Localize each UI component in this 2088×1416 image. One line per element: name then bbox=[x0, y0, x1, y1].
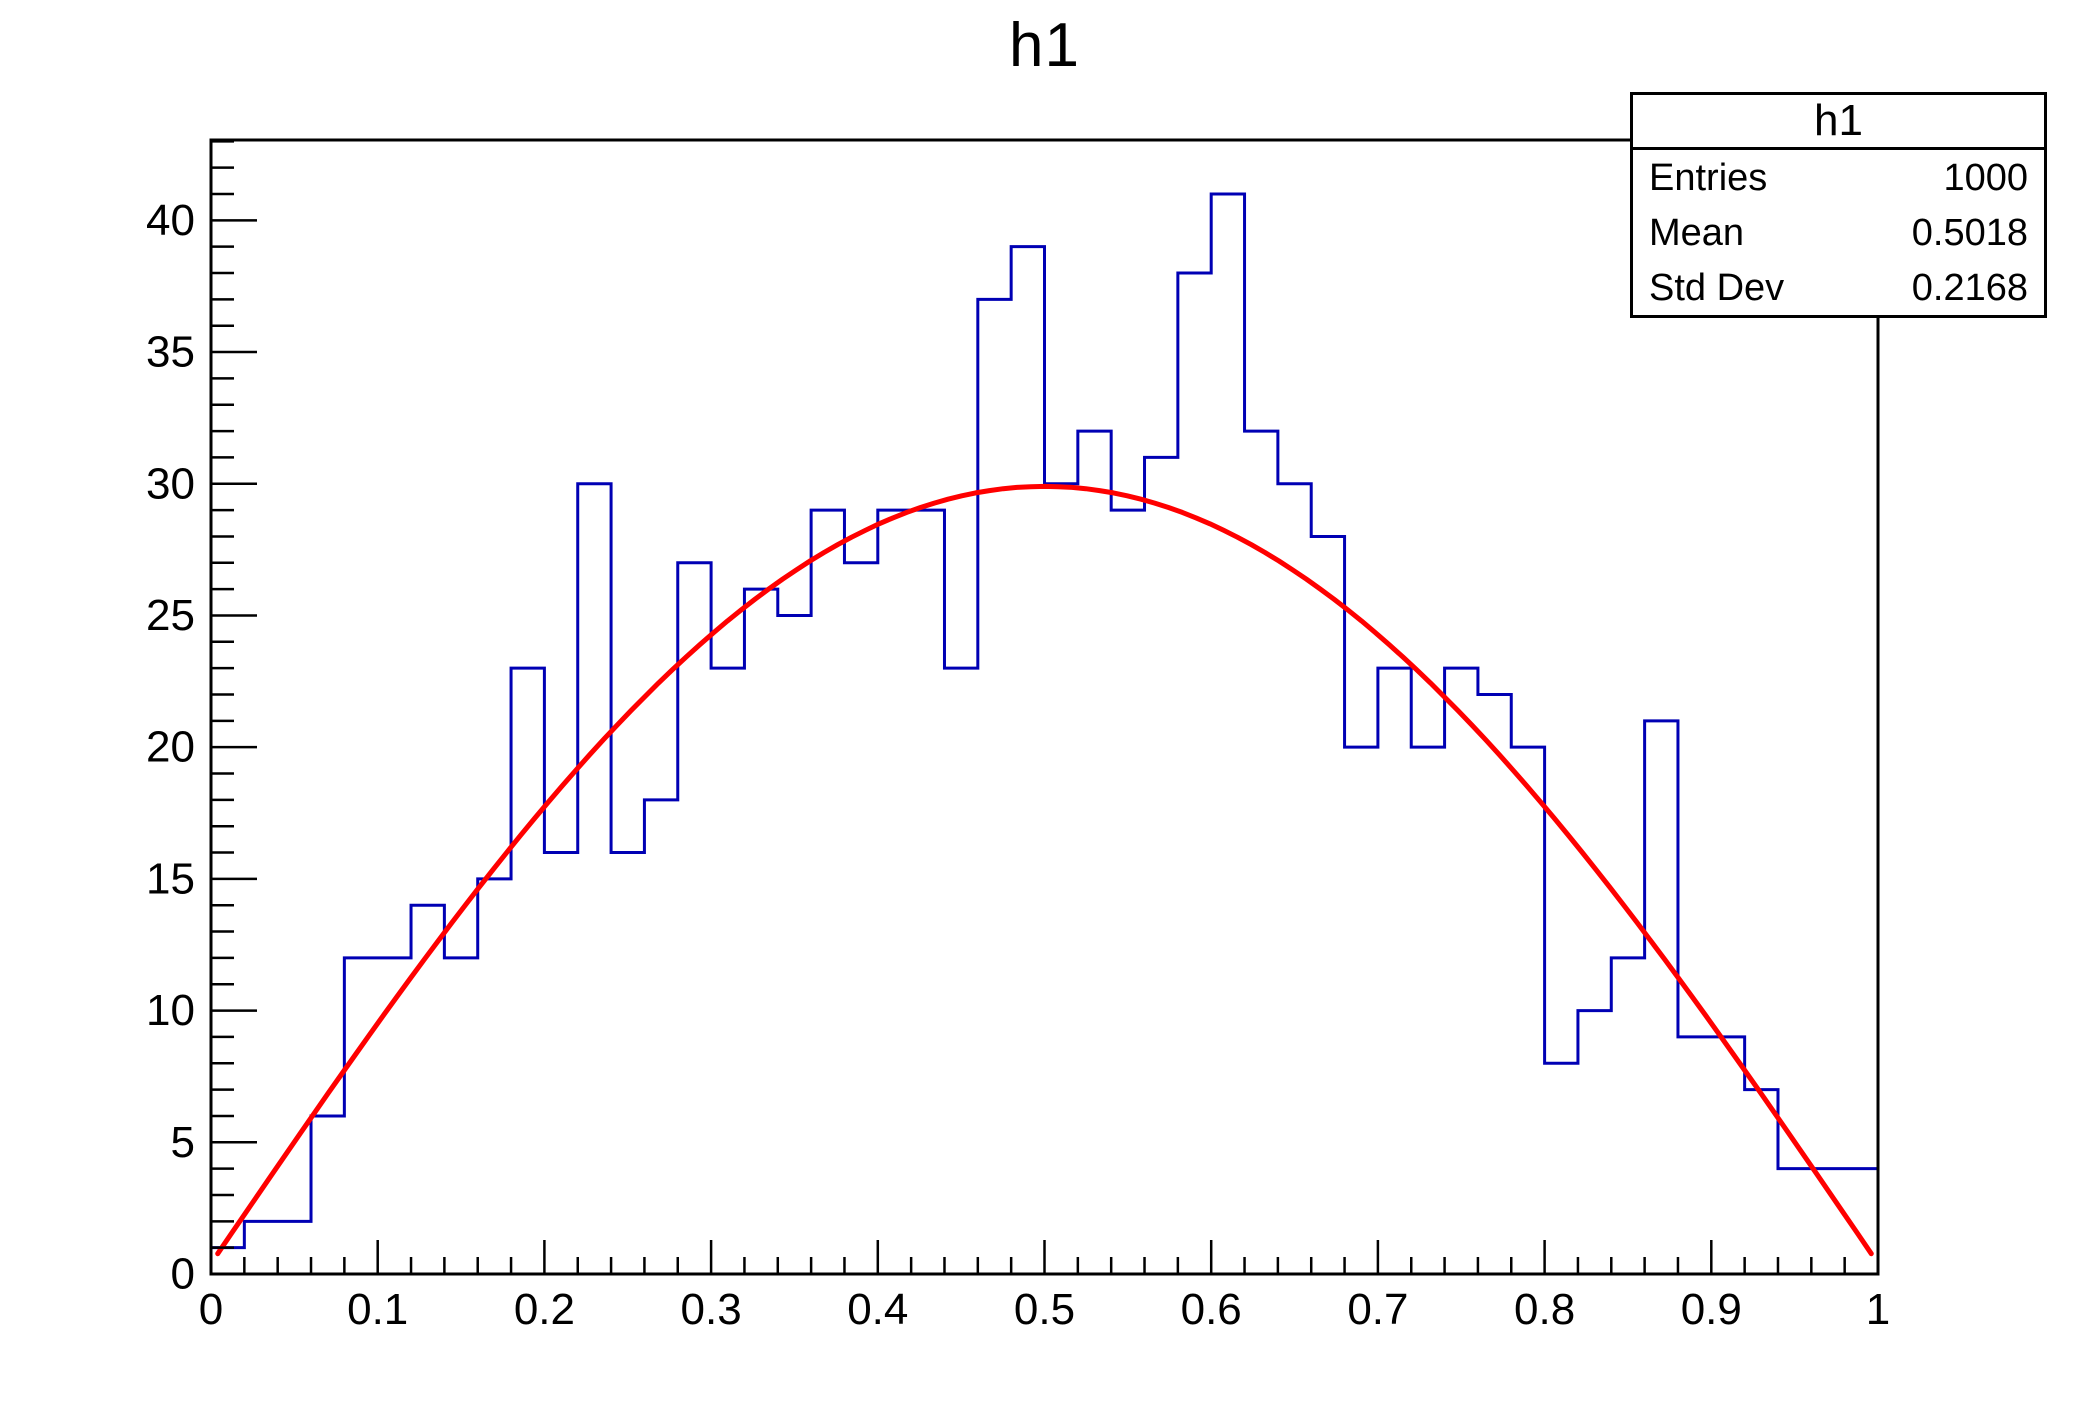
x-axis-tick-label: 1 bbox=[1866, 1285, 1890, 1334]
stats-box-title: h1 bbox=[1633, 95, 2044, 150]
x-axis-tick-label: 0.5 bbox=[1014, 1285, 1075, 1334]
stats-value: 0.5018 bbox=[1911, 211, 2028, 254]
stats-label: Std Dev bbox=[1649, 266, 1785, 309]
x-axis-tick-label: 0.9 bbox=[1681, 1285, 1742, 1334]
x-axis-labels: 0 0.1 0.2 0.3 0.4 0.5 0.6 0.7 0.8 0.9 1 bbox=[199, 1285, 1890, 1334]
stats-box: h1 Entries 1000 Mean 0.5018 Std Dev 0.21… bbox=[1630, 92, 2047, 318]
y-axis-tick-label: 30 bbox=[146, 459, 195, 508]
chart-title: h1 bbox=[1009, 11, 1080, 80]
x-axis-tick-label: 0.7 bbox=[1347, 1285, 1408, 1334]
x-axis-tick-label: 0.8 bbox=[1514, 1285, 1575, 1334]
y-axis-ticks bbox=[211, 140, 257, 1276]
x-axis-tick-label: 0.1 bbox=[347, 1285, 408, 1334]
stats-value: 1000 bbox=[1943, 156, 2028, 199]
y-axis-labels: 0 5 10 15 20 25 30 35 40 bbox=[146, 196, 195, 1299]
stats-box-rows: Entries 1000 Mean 0.5018 Std Dev 0.2168 bbox=[1633, 150, 2044, 315]
x-axis-tick-label: 0.4 bbox=[847, 1285, 908, 1334]
histogram-line bbox=[211, 192, 1880, 1274]
stats-row-mean: Mean 0.5018 bbox=[1649, 214, 2028, 252]
x-axis-tick-label: 0 bbox=[199, 1285, 223, 1334]
stats-label: Entries bbox=[1649, 156, 1768, 199]
plot-area: 0 0.1 0.2 0.3 0.4 0.5 0.6 0.7 0.8 0.9 1 0 5 10 15 20 25… bbox=[146, 138, 1890, 1334]
x-axis-tick-label: 0.3 bbox=[681, 1285, 742, 1334]
y-axis-tick-label: 35 bbox=[146, 328, 195, 377]
y-axis-tick-label: 40 bbox=[146, 196, 195, 245]
fit-curve bbox=[215, 483, 1874, 1257]
stats-label: Mean bbox=[1649, 211, 1745, 254]
x-axis-ticks bbox=[209, 1240, 1880, 1274]
y-axis-tick-label: 0 bbox=[171, 1250, 195, 1299]
stats-row-stddev: Std Dev 0.2168 bbox=[1649, 269, 2028, 307]
y-axis-tick-label: 15 bbox=[146, 854, 195, 903]
x-axis-tick-label: 0.2 bbox=[514, 1285, 575, 1334]
stats-value: 0.2168 bbox=[1911, 266, 2028, 309]
stats-row-entries: Entries 1000 bbox=[1649, 159, 2028, 197]
y-axis-tick-label: 20 bbox=[146, 723, 195, 772]
y-axis-tick-label: 10 bbox=[146, 986, 195, 1035]
x-axis-tick-label: 0.6 bbox=[1181, 1285, 1242, 1334]
y-axis-tick-label: 5 bbox=[171, 1118, 195, 1167]
y-axis-tick-label: 25 bbox=[146, 591, 195, 640]
